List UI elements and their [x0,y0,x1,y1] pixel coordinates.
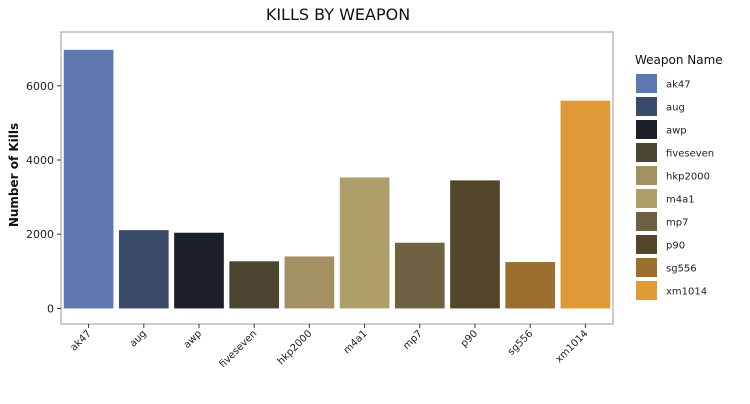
x-tick-label: aug [128,328,149,349]
x-axis: ak47 aug awp fiveseven hkp2000 m4a1 mp7 p90 sg55… [69,324,591,370]
legend-label-sg556: sg556 [666,264,697,275]
bar-awp [174,232,224,309]
legend-swatch-sg556 [636,258,657,277]
legend-title: Weapon Name [635,53,723,67]
x-tick-label: ak47 [69,328,94,353]
legend-label-hkp2000: hkp2000 [666,172,710,183]
legend-swatch-m4a1 [636,189,657,208]
bar-p90 [450,180,500,309]
legend-label-xm1014: xm1014 [666,287,707,298]
legend-swatch-ak47 [636,74,657,93]
bar-fiveseven [229,261,280,309]
legend-label-mp7: mp7 [666,218,688,229]
y-tick-label: 4000 [26,154,54,167]
legend: ak47 aug awp fiveseven hkp2000 m4a1 mp7 p90 sg55… [636,74,714,300]
bar-hkp2000 [284,256,335,309]
legend-swatch-aug [636,97,657,116]
legend-swatch-fiveseven [636,143,657,162]
y-axis-label: Number of Kills [7,123,21,227]
legend-label-p90: p90 [666,241,685,252]
x-tick-label: fiveseven [218,328,260,370]
x-tick-label: sg556 [506,328,535,357]
x-tick-label: awp [182,328,204,350]
bar-ak47 [63,49,114,309]
x-tick-label: p90 [459,328,480,349]
legend-label-ak47: ak47 [666,80,691,91]
legend-swatch-awp [636,120,657,139]
bar-aug [118,230,169,309]
legend-swatch-xm1014 [636,281,657,300]
bar-xm1014 [560,100,611,309]
x-tick-label: xm1014 [554,328,591,365]
legend-label-m4a1: m4a1 [666,195,695,206]
bars-layer [63,49,611,309]
legend-swatch-hkp2000 [636,166,657,185]
legend-label-aug: aug [666,103,685,114]
legend-swatch-p90 [636,235,657,254]
y-tick-label: 0 [47,302,54,315]
y-tick-label: 2000 [26,228,54,241]
x-tick-label: mp7 [401,328,425,352]
bar-mp7 [394,242,445,309]
y-axis: 0 2000 4000 6000 [26,80,61,315]
legend-label-fiveseven: fiveseven [666,149,714,160]
y-tick-label: 6000 [26,80,54,93]
x-tick-label: hkp2000 [276,328,315,367]
bar-sg556 [505,262,556,309]
legend-label-awp: awp [666,126,687,137]
bar-m4a1 [339,177,390,309]
x-tick-label: m4a1 [342,328,370,356]
chart-title: KILLS BY WEAPON [266,5,410,24]
legend-swatch-mp7 [636,212,657,231]
